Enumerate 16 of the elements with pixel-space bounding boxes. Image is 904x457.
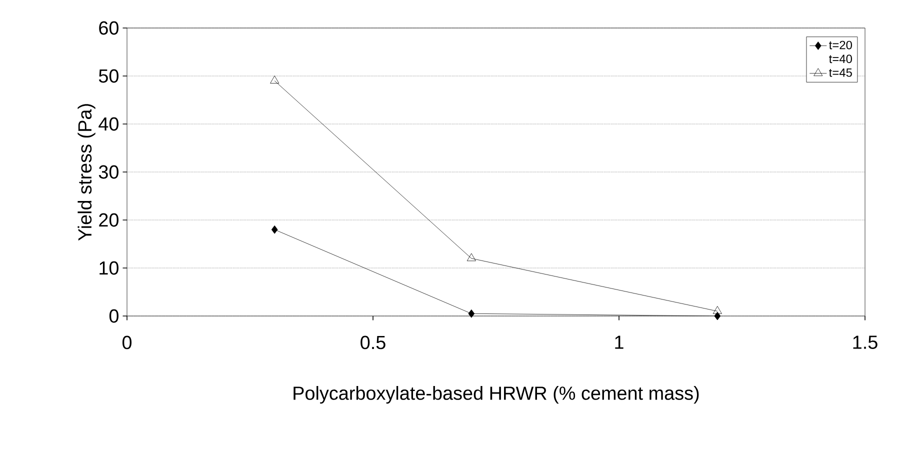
y-axis-title: Yield stress (Pa) (78, 104, 96, 241)
y-tick-label: 30 (98, 165, 118, 179)
y-tick-label: 60 (99, 21, 118, 35)
y-tick-label: 50 (98, 69, 118, 83)
y-tick-label: 10 (100, 261, 118, 275)
x-tick-label: 1.5 (853, 336, 878, 349)
x-axis-title: Polycarboxylate-based HRWR (% cement mass) (294, 386, 699, 404)
x-tick-label: 0 (122, 336, 132, 350)
x-tick-label: 0.5 (360, 336, 386, 350)
y-tick-label: 20 (99, 213, 118, 227)
legend-label: t=45 (829, 68, 852, 77)
y-tick-label: 40 (98, 117, 118, 131)
x-tick-label: 1 (615, 336, 624, 349)
legend-label: t=20 (829, 40, 852, 50)
y-tick-label: 0 (109, 309, 118, 323)
text: t=40 (829, 54, 852, 64)
